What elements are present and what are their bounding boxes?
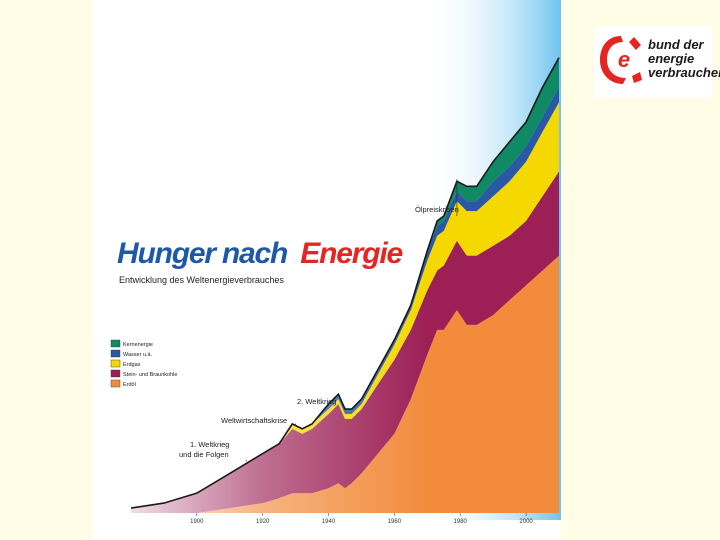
title-part-1: Hunger nach (117, 237, 288, 270)
chart-subtitle: Entwicklung des Weltenergieverbrauches (119, 275, 284, 285)
legend-label-4: Erdöl (123, 382, 136, 388)
annotation-wk1-line1: 1. Weltkrieg (190, 440, 229, 449)
annotation-leaders (245, 179, 458, 462)
x-axis-ticks: 1900 1920 1940 1960 1980 2000 (190, 513, 533, 525)
x-tick-label-5: 2000 (519, 519, 533, 525)
title-part-2: Energie (300, 237, 402, 270)
legend-swatch-2 (110, 359, 121, 368)
legend-swatch-1 (110, 349, 121, 358)
svg-text:e: e (618, 47, 630, 72)
x-tick-label-4: 1980 (454, 519, 468, 525)
energy-chart: 1. Weltkrieg und die Folgen Weltwirtscha… (110, 0, 561, 525)
legend-label-1: Wasser u.ä. (123, 352, 153, 358)
legend: Kernenergie Wasser u.ä. Erdgas Stein- und B… (110, 339, 177, 388)
annotation-oil-crises: Ölpreiskrisen (415, 205, 459, 214)
annotation-wk2: 2. Weltkrieg (297, 397, 336, 406)
annotation-depression: Weltwirtschaftskrise (221, 416, 287, 425)
stacked-areas (131, 57, 559, 513)
legend-swatch-4 (110, 379, 121, 388)
logo-text-line3: verbraucher (648, 65, 720, 80)
logo-text-line1: bund der (648, 37, 704, 52)
logo: e bund der energie verbraucher (594, 26, 720, 98)
x-tick-label-2: 1940 (322, 519, 336, 525)
e-logo-icon: e (600, 36, 642, 84)
legend-label-2: Erdgas (123, 362, 141, 368)
fade-overlay (129, 0, 429, 520)
logo-text-line2: energie (648, 51, 695, 66)
area-stein-und-braunkohle (131, 171, 559, 513)
chart-title: Hunger nach Energie (117, 237, 402, 270)
annotation-wk1-line2: und die Folgen (179, 450, 229, 459)
legend-swatch-0 (110, 339, 121, 348)
legend-swatch-3 (110, 369, 121, 378)
legend-label-0: Kernenergie (123, 342, 153, 348)
x-tick-label-3: 1960 (388, 519, 402, 525)
area-erdöl (131, 255, 559, 513)
x-tick-label-1: 1920 (256, 519, 270, 525)
legend-label-3: Stein- und Braunkohle (123, 372, 177, 378)
x-tick-label-0: 1900 (190, 519, 204, 525)
total-outline (130, 57, 560, 509)
